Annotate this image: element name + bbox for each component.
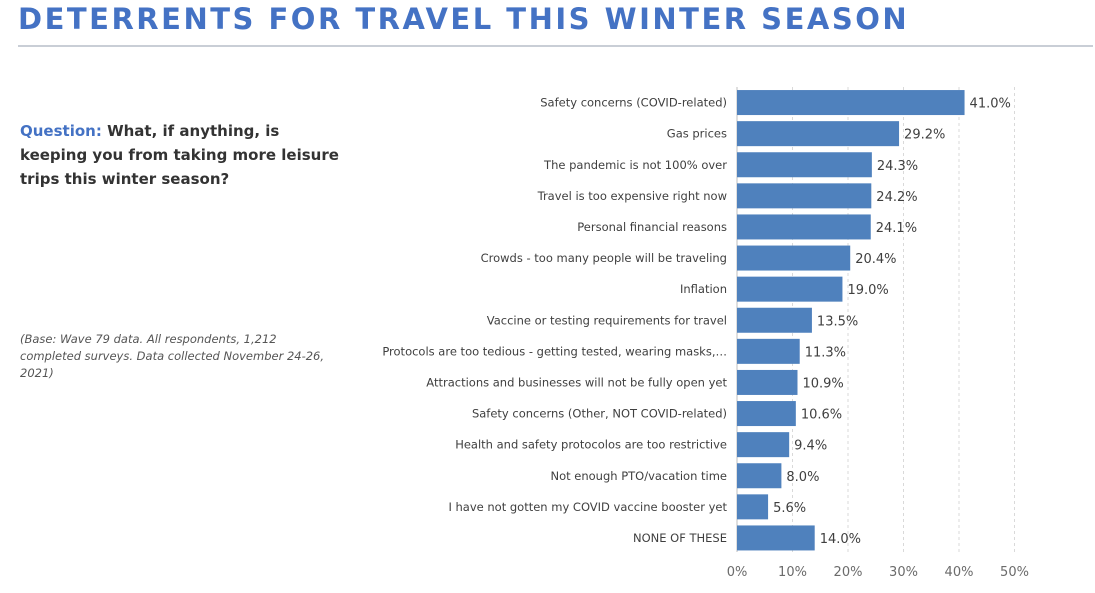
title-divider [18,45,1093,47]
x-tick-label: 50% [1000,565,1029,580]
category-label: Inflation [680,282,727,296]
data-label: 14.0% [820,532,861,547]
chart-x-axis: 0% 10% 20% 30% 40% 50% [727,565,1029,580]
data-label: 5.6% [773,501,806,516]
data-label: 24.3% [877,159,918,174]
x-tick-label: 30% [889,565,918,580]
category-label: Vaccine or testing requirements for trav… [487,313,727,327]
data-label: 24.2% [876,190,917,205]
bar [737,432,790,458]
question-block: Question: What, if anything, is keeping … [20,119,350,191]
x-tick-label: 0% [727,565,748,580]
x-tick-label: 40% [945,565,974,580]
data-label: 19.0% [847,283,888,298]
category-label: Safety concerns (COVID-related) [540,96,727,110]
category-label: Personal financial reasons [577,220,727,234]
category-label: Crowds - too many people will be traveli… [481,251,727,265]
question-text: What, if anything, is keeping you from t… [20,122,339,188]
bar [737,401,796,427]
chart-labels: Safety concerns (COVID-related) 41.0% Gas … [382,96,1011,547]
data-label: 10.9% [802,376,843,391]
bar [737,121,900,147]
bar [737,369,798,395]
base-note: (Base: Wave 79 data. All respondents, 1,… [20,332,325,380]
bar [737,214,871,240]
category-label: Travel is too expensive right now [537,189,727,203]
category-label: The pandemic is not 100% over [543,158,727,172]
category-label: Health and safety protocolos are too res… [455,438,727,452]
data-label: 11.3% [805,345,846,360]
bar [737,245,851,271]
data-label: 29.2% [904,128,945,143]
category-label: Protocols are too tedious - getting test… [382,344,727,358]
category-label: NONE OF THESE [633,531,727,545]
x-tick-label: 10% [778,565,807,580]
x-tick-label: 20% [834,565,863,580]
chart-bars [737,90,965,551]
category-label: Attractions and businesses will not be f… [426,375,727,389]
data-label: 13.5% [817,314,858,329]
category-label: Safety concerns (Other, NOT COVID-relate… [472,407,727,421]
bar [737,494,769,520]
data-label: 20.4% [855,252,896,267]
data-label: 10.6% [801,408,842,423]
bar [737,90,965,116]
bar [737,183,872,209]
category-label: I have not gotten my COVID vaccine boost… [448,500,727,514]
page-title: DETERRENTS FOR TRAVEL THIS WINTER SEASON [18,2,910,36]
category-label: Not enough PTO/vacation time [550,469,727,483]
bar [737,152,872,178]
bar [737,338,800,364]
bar [737,276,843,302]
data-label: 8.0% [786,470,819,485]
data-label: 41.0% [970,97,1011,112]
data-label: 9.4% [794,439,827,454]
category-label: Gas prices [667,127,727,141]
bar [737,525,815,551]
data-label: 24.1% [876,221,917,236]
question-label: Question: [20,122,102,140]
bar [737,463,782,489]
bar [737,307,812,333]
